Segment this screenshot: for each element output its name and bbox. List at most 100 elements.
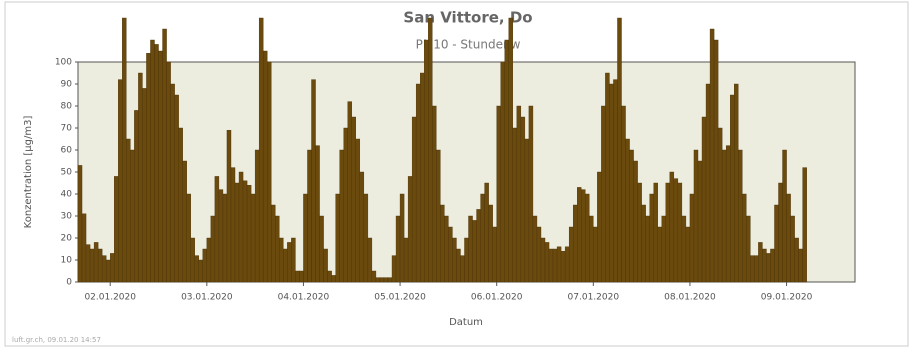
bar [101,255,107,283]
bar [480,193,485,283]
bar [460,255,465,283]
bar [532,215,538,283]
bar [689,193,695,283]
bar [114,176,119,283]
bar [758,242,763,283]
bar [432,105,437,283]
bar [492,226,497,283]
y-tick-label: 100 [55,58,72,68]
bar [581,189,586,283]
bar [750,255,755,283]
bar [637,182,642,283]
bar [770,248,775,283]
bar [528,105,534,283]
bar [693,149,699,283]
x-tick-label: 07.01.2020 [568,293,620,303]
bar [343,127,348,283]
bar [705,83,711,283]
bar [746,215,751,283]
bar [194,255,199,283]
bar [170,83,175,283]
bar [605,72,610,283]
bar [633,160,638,283]
bar [387,277,393,283]
y-tick-label: 30 [61,212,73,222]
bar [206,237,212,283]
bar [709,28,715,283]
bar [464,237,469,283]
x-tick-label: 09.01.2020 [761,293,813,303]
bar [230,167,236,283]
bar [89,248,95,283]
y-tick-label: 50 [61,168,73,178]
bar [560,250,566,283]
bar [375,277,381,283]
bar [677,182,683,283]
bar [420,72,425,283]
bars [77,17,807,283]
bar [452,237,457,283]
bar [391,255,397,283]
bar [488,204,493,283]
bar [653,182,658,283]
bar [295,270,300,283]
bar [347,101,352,283]
bar [661,215,666,283]
bar [645,215,650,283]
bar [766,253,771,283]
bar [794,237,799,283]
bar [283,248,288,283]
bar [182,160,187,283]
bar [468,215,473,283]
bar [589,215,594,283]
bar [250,193,256,283]
bar [713,39,719,283]
bar [299,270,304,283]
bar [126,138,131,283]
bar [721,149,727,283]
bar [774,204,779,283]
bar [311,79,316,283]
bar [367,237,373,283]
bar [335,193,340,283]
bar [258,17,264,283]
bar [186,193,191,283]
bar [649,193,654,283]
bar [673,178,679,283]
bar [411,116,417,283]
bar [738,149,743,283]
bar [355,138,361,283]
y-axis-label: Konzentration [µg/m3] [23,116,34,229]
bar [359,171,365,283]
chart-subtitle: PM10 - Stundenw [416,38,521,52]
y-tick-label: 80 [61,102,73,112]
bar [134,110,139,283]
x-tick-label: 03.01.2020 [181,293,233,303]
bar [371,270,377,283]
bar [287,242,292,283]
bar [585,193,590,283]
bar [520,116,526,283]
bar [214,176,220,283]
bar [226,129,232,283]
bar [552,248,558,283]
bar [476,209,481,283]
bar [210,215,216,283]
y-tick-label: 10 [61,256,73,266]
bar [601,105,606,283]
bar [613,79,618,283]
bar [395,215,401,283]
bar [701,116,707,283]
bar [307,149,312,283]
bar [641,204,646,283]
bar [472,220,477,283]
y-tick-label: 90 [61,80,73,90]
bar [669,171,675,283]
bar [548,248,554,283]
bar [291,237,296,283]
bar [617,17,622,283]
x-tick-label: 06.01.2020 [471,293,523,303]
chart-title: San Vittore, Do [403,9,532,27]
y-tick-label: 60 [61,146,73,156]
